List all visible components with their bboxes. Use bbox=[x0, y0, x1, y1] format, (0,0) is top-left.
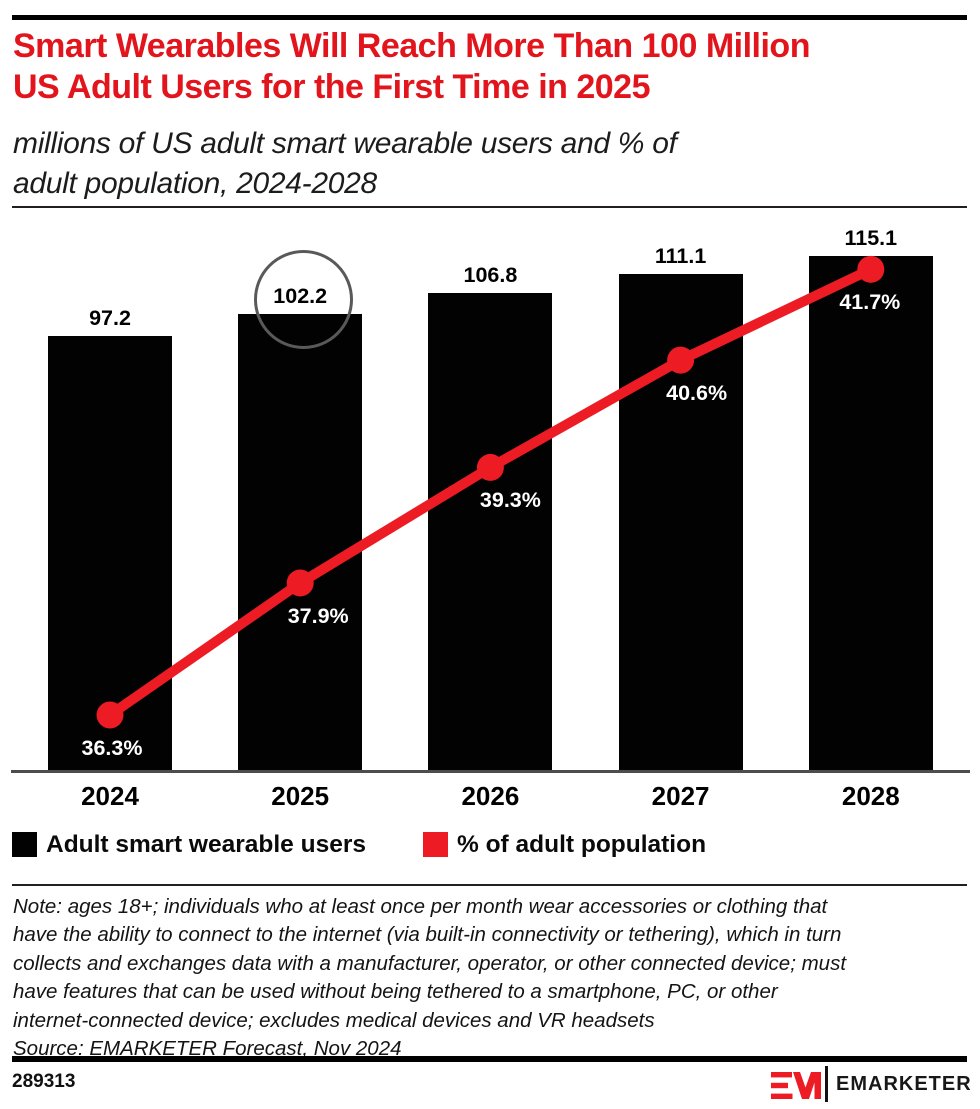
emarketer-logogram-icon bbox=[771, 1072, 821, 1099]
line-point-marker-2027 bbox=[667, 346, 695, 374]
legend-swatch-icon bbox=[12, 832, 37, 857]
logo-divider bbox=[825, 1066, 828, 1102]
page-subtitle: millions of US adult smart wearable user… bbox=[13, 124, 967, 204]
bar-value-label: 97.2 bbox=[89, 305, 131, 330]
bar-2028 bbox=[808, 255, 933, 772]
chart-area: 97.2 2024 102.2 2025 106.8 2026 111.1 2027 115.1… bbox=[0, 215, 980, 815]
pct-label-2028: 41.7% bbox=[839, 290, 901, 315]
pct-label-2024: 36.3% bbox=[81, 736, 143, 760]
legend-swatch-icon bbox=[423, 832, 448, 857]
bar-2026 bbox=[428, 292, 553, 772]
x-axis-line bbox=[11, 770, 970, 773]
line-point-marker-2025 bbox=[286, 569, 314, 597]
header-divider bbox=[12, 206, 967, 208]
x-axis-label-2027: 2027 bbox=[651, 781, 710, 811]
text-line: collects and exchanges data with a manuf… bbox=[13, 951, 847, 975]
text-line: adult population, 2024-2028 bbox=[13, 167, 377, 200]
top-rule bbox=[12, 15, 967, 20]
line-point-marker-2028 bbox=[857, 255, 885, 283]
x-axis-label-2025: 2025 bbox=[271, 781, 330, 811]
x-axis-label-2024: 2024 bbox=[81, 781, 139, 811]
chart-id: 289313 bbox=[12, 1071, 76, 1092]
text-line: Smart Wearables Will Reach More Than 100… bbox=[13, 27, 810, 65]
x-axis-label-2028: 2028 bbox=[841, 781, 900, 811]
emarketer-logo: EMARKETER bbox=[768, 1066, 971, 1104]
emarketer-wordmark: EMARKETER bbox=[836, 1073, 972, 1095]
line-point-marker-2024 bbox=[96, 701, 124, 729]
page-title: Smart Wearables Will Reach More Than 100… bbox=[13, 26, 967, 108]
line-point-marker-2026 bbox=[476, 453, 504, 481]
text-line: internet-connected device; excludes medi… bbox=[13, 1008, 655, 1032]
x-axis-label-2026: 2026 bbox=[461, 781, 520, 811]
annotation-circle bbox=[253, 250, 353, 350]
bar-value-label: 106.8 bbox=[463, 262, 518, 287]
text-line: millions of US adult smart wearable user… bbox=[13, 127, 677, 160]
note-divider bbox=[12, 884, 967, 886]
text-line: have features that can be used without b… bbox=[13, 980, 778, 1004]
text-line: have the ability to connect to the inter… bbox=[13, 923, 842, 947]
pct-label-2027: 40.6% bbox=[666, 381, 728, 406]
pct-label-2025: 37.9% bbox=[287, 603, 349, 628]
text-line: Note: ages 18+; individuals who at least… bbox=[13, 895, 828, 918]
text-line: US Adult Users for the First Time in 202… bbox=[13, 68, 651, 106]
bar-value-label: 111.1 bbox=[654, 243, 707, 268]
legend-label: % of adult population bbox=[457, 831, 707, 858]
pct-label-2026: 39.3% bbox=[479, 488, 541, 513]
line-series bbox=[96, 255, 885, 729]
bar-2024 bbox=[48, 335, 172, 772]
bar-2025 bbox=[238, 313, 363, 772]
note-lines: Note: ages 18+; individuals who at least… bbox=[13, 893, 967, 1035]
legend-label: Adult smart wearable users bbox=[46, 831, 366, 858]
source-line: Source: EMARKETER Forecast, Nov 2024 bbox=[13, 1037, 402, 1061]
bar-value-label: 115.1 bbox=[844, 225, 898, 250]
footer-rule bbox=[12, 1056, 967, 1062]
note-text: Note: ages 18+; individuals who at least… bbox=[13, 893, 967, 1063]
